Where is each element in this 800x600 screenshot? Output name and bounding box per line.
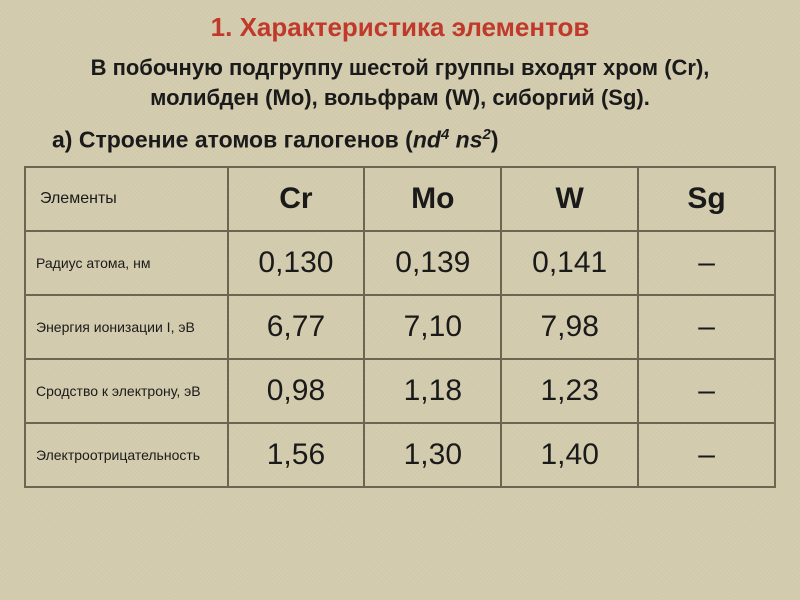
cell-value: – (638, 295, 775, 359)
cell-value: 7,98 (501, 295, 638, 359)
subheading: а) Строение атомов галогенов (nd4 ns2) (52, 126, 776, 154)
col-header-w: W (501, 167, 638, 231)
cell-value: – (638, 231, 775, 295)
table-row: Радиус атома, нм 0,130 0,139 0,141 – (25, 231, 775, 295)
intro-line-2: молибден (Mo), вольфрам (W), сиборгий (S… (150, 85, 650, 110)
cell-value: 1,30 (364, 423, 501, 487)
col-header-cr: Cr (228, 167, 365, 231)
cell-value: 1,23 (501, 359, 638, 423)
table-header-row: Элементы Cr Mo W Sg (25, 167, 775, 231)
orbital-2-base: ns (449, 127, 482, 153)
cell-value: 6,77 (228, 295, 365, 359)
table-corner-label: Элементы (25, 167, 228, 231)
col-header-sg: Sg (638, 167, 775, 231)
orbital-1-base: nd (413, 127, 441, 153)
subheading-suffix: ) (491, 127, 499, 153)
cell-value: – (638, 359, 775, 423)
properties-table: Элементы Cr Mo W Sg Радиус атома, нм 0,1… (24, 166, 776, 488)
orbital-2-exp: 2 (483, 126, 491, 143)
cell-value: 1,56 (228, 423, 365, 487)
intro-text: В побочную подгруппу шестой группы входя… (24, 53, 776, 112)
row-label: Электроотрицательность (25, 423, 228, 487)
col-header-mo: Mo (364, 167, 501, 231)
table-row: Энергия ионизации I, эВ 6,77 7,10 7,98 – (25, 295, 775, 359)
cell-value: – (638, 423, 775, 487)
cell-value: 0,139 (364, 231, 501, 295)
cell-value: 1,40 (501, 423, 638, 487)
table-row: Электроотрицательность 1,56 1,30 1,40 – (25, 423, 775, 487)
cell-value: 7,10 (364, 295, 501, 359)
row-label: Сродство к электрону, эВ (25, 359, 228, 423)
intro-line-1: В побочную подгруппу шестой группы входя… (91, 55, 710, 80)
cell-value: 0,98 (228, 359, 365, 423)
table-row: Сродство к электрону, эВ 0,98 1,18 1,23 … (25, 359, 775, 423)
subheading-prefix: а) Строение атомов галогенов ( (52, 127, 413, 153)
row-label: Энергия ионизации I, эВ (25, 295, 228, 359)
cell-value: 0,130 (228, 231, 365, 295)
row-label: Радиус атома, нм (25, 231, 228, 295)
slide-title: 1. Характеристика элементов (24, 12, 776, 43)
cell-value: 1,18 (364, 359, 501, 423)
cell-value: 0,141 (501, 231, 638, 295)
